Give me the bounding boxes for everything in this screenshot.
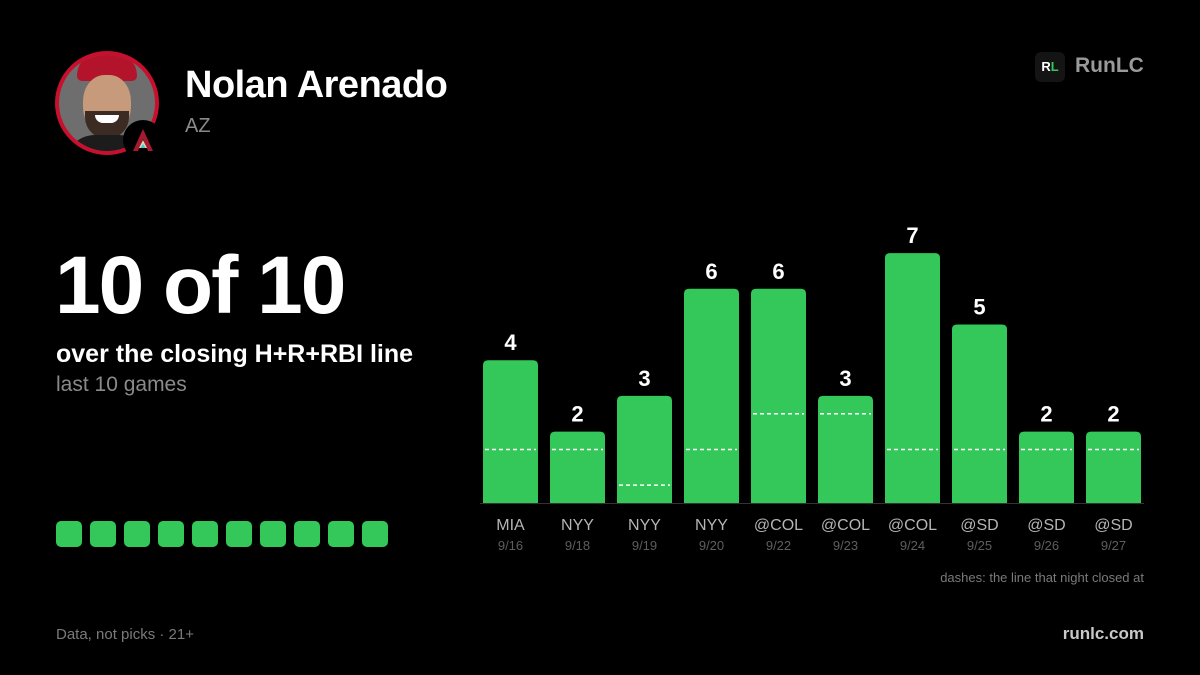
player-team: AZ: [185, 115, 211, 137]
bar: [952, 324, 1007, 503]
date-label: 9/27: [1101, 538, 1126, 553]
data-label: 5: [973, 295, 985, 320]
streak-square: [158, 521, 184, 547]
date-label: 9/20: [699, 538, 724, 553]
category-label: NYY: [695, 517, 728, 534]
streak-square: [226, 521, 252, 547]
category-label: @SD: [1094, 517, 1132, 534]
chart-annotation: dashes: the line that night closed at: [940, 570, 1144, 585]
bar: [751, 288, 806, 503]
smile-shape: [95, 115, 119, 123]
player-avatar: [55, 51, 159, 155]
bar: [1019, 431, 1074, 503]
bar: [684, 288, 739, 503]
streak-square: [328, 521, 354, 547]
date-label: 9/23: [833, 538, 858, 553]
brand-name: RunLC: [1075, 54, 1144, 77]
category-label: @SD: [1027, 517, 1065, 534]
data-label: 3: [839, 366, 851, 391]
streak-square: [362, 521, 388, 547]
category-label: @SD: [960, 517, 998, 534]
subhead: over the closing H+R+RBI line: [56, 340, 414, 368]
subnote: last 10 games: [56, 373, 187, 396]
date-label: 9/22: [766, 538, 791, 553]
data-label: 6: [772, 259, 784, 284]
data-label: 2: [1107, 402, 1119, 427]
data-label: 2: [571, 402, 583, 427]
streak-square: [192, 521, 218, 547]
bar: [550, 431, 605, 503]
player-headshot-icon: [59, 55, 155, 151]
date-label: 9/24: [900, 538, 925, 553]
bar: [483, 360, 538, 503]
bar: [1086, 431, 1141, 503]
hit-streak-squares: [56, 521, 388, 547]
category-label: @COL: [754, 517, 803, 534]
data-label: 4: [504, 330, 517, 355]
category-label: @COL: [821, 517, 870, 534]
data-label: 7: [906, 223, 918, 248]
date-label: 9/18: [565, 538, 590, 553]
team-logo-icon: [123, 120, 163, 160]
brand-logo-l: L: [1050, 59, 1059, 74]
data-label: 3: [638, 366, 650, 391]
bar: [885, 253, 940, 503]
data-label: 2: [1040, 402, 1052, 427]
category-label: MIA: [496, 517, 525, 534]
date-label: 9/26: [1034, 538, 1059, 553]
headline: 10 of 10: [55, 240, 346, 331]
date-label: 9/25: [967, 538, 992, 553]
brand-logo-icon: RL: [1035, 52, 1065, 82]
date-label: 9/16: [498, 538, 523, 553]
bar: [818, 395, 873, 503]
category-label: NYY: [628, 517, 661, 534]
streak-square: [294, 521, 320, 547]
bar: [617, 395, 672, 503]
streak-square: [124, 521, 150, 547]
category-label: NYY: [561, 517, 594, 534]
category-label: @COL: [888, 517, 937, 534]
data-label: 6: [705, 259, 717, 284]
date-label: 9/19: [632, 538, 657, 553]
streak-square: [56, 521, 82, 547]
streak-square: [260, 521, 286, 547]
brand-logo-r: R: [1041, 59, 1051, 74]
streak-square: [90, 521, 116, 547]
footer-disclaimer: Data, not picks · 21+: [56, 626, 194, 643]
footer-url[interactable]: runlc.com: [1062, 624, 1144, 643]
player-name: Nolan Arenado: [185, 64, 448, 106]
